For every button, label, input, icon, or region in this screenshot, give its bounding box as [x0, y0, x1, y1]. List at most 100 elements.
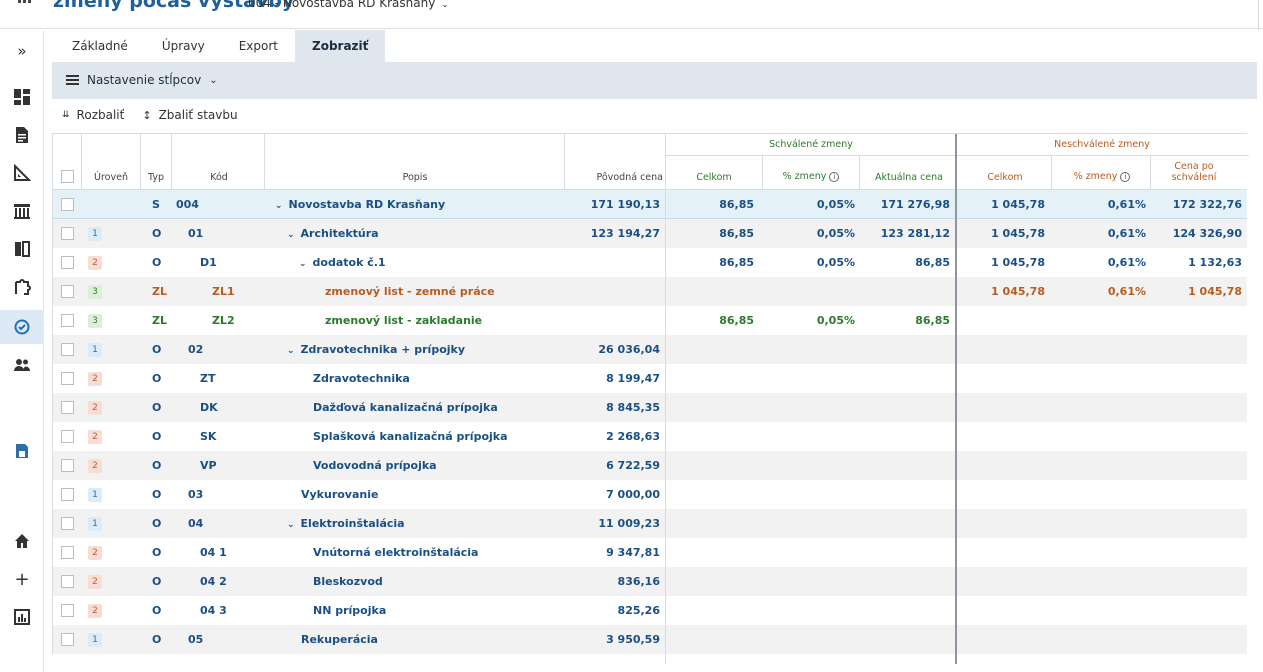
row-description[interactable]: Vnútorná elektroinštalácia — [313, 538, 478, 567]
row-checkbox[interactable] — [61, 256, 74, 269]
row-checkbox[interactable] — [61, 517, 74, 530]
table-row[interactable]: S 004 ⌄ Novostavba RD Krasňany 171 190,13 86,… — [53, 190, 1247, 219]
row-description[interactable]: ⌄ Elektroinštalácia — [287, 509, 405, 538]
table-row[interactable]: 2 O D1 ⌄ dodatok č.1 86,85 0,05% 86,85 1 045,78 0… — [53, 248, 1247, 277]
col-level[interactable]: Úroveň — [94, 172, 128, 183]
row-code: 03 — [188, 488, 204, 501]
row-checkbox[interactable] — [61, 546, 74, 559]
select-all-checkbox[interactable] — [61, 170, 74, 183]
col-unapproved-pct[interactable]: % zmeny i — [1053, 171, 1151, 182]
table-row[interactable]: 1 O 04 ⌄ Elektroinštalácia 11 009,23 — [53, 509, 1247, 538]
row-checkbox[interactable] — [61, 401, 74, 414]
table-row[interactable]: 2 O 04 1 Vnútorná elektroinštalácia 9 347,81 — [53, 538, 1247, 567]
tab-upravy[interactable]: Úpravy — [161, 39, 205, 53]
row-description[interactable]: Bleskozvod — [313, 567, 383, 596]
ribbon-panel: Nastavenie stĺpcov ⌄ — [52, 62, 1257, 99]
row-checkbox[interactable] — [61, 459, 74, 472]
row-description[interactable]: Vodovodná prípojka — [313, 451, 437, 480]
table-row[interactable]: 1 O 01 ⌄ Architektúra 123 194,27 86,85 0,05% 123… — [53, 219, 1247, 248]
chevron-down-icon[interactable]: ⌄ — [287, 520, 295, 530]
row-description[interactable]: Vykurovanie — [301, 480, 378, 509]
report-icon[interactable] — [0, 600, 44, 634]
chevron-down-icon[interactable]: ⌄ — [287, 346, 295, 356]
row-checkbox[interactable] — [61, 575, 74, 588]
tab-zobrazit[interactable]: Zobraziť — [295, 30, 386, 62]
row-checkbox[interactable] — [61, 227, 74, 240]
building-icon[interactable] — [0, 194, 44, 228]
table-body: S 004 ⌄ Novostavba RD Krasňany 171 190,13 86,… — [53, 190, 1247, 654]
building-doc-icon[interactable] — [0, 434, 44, 468]
people-icon[interactable] — [0, 348, 44, 382]
chevron-down-icon[interactable]: ⌄ — [275, 201, 283, 211]
col-type[interactable]: Typ — [148, 172, 164, 183]
row-checkbox[interactable] — [61, 314, 74, 327]
home-icon[interactable] — [0, 524, 44, 558]
row-checkbox[interactable] — [61, 285, 74, 298]
col-divider — [665, 134, 666, 664]
row-description[interactable]: zmenový list - zemné práce — [325, 277, 495, 306]
puzzle-icon[interactable] — [0, 270, 44, 304]
ruler-icon[interactable] — [0, 156, 44, 190]
info-icon[interactable]: i — [829, 172, 840, 182]
tab-export[interactable]: Export — [238, 39, 278, 53]
col-description[interactable]: Popis — [402, 172, 428, 183]
changes-icon[interactable] — [0, 310, 44, 344]
col-unapproved-total[interactable]: Celkom — [987, 172, 1023, 183]
row-description[interactable]: Rekuperácia — [301, 625, 378, 654]
row-type: O — [152, 343, 162, 356]
expand-icon[interactable]: » — [17, 42, 27, 60]
col-code[interactable]: Kód — [210, 172, 228, 183]
plus-icon[interactable]: + — [14, 568, 30, 590]
col-approved-total[interactable]: Celkom — [696, 172, 732, 183]
col-divider — [1150, 156, 1151, 190]
row-checkbox[interactable] — [61, 488, 74, 501]
tab-zakladne[interactable]: Základné — [72, 39, 128, 53]
info-icon[interactable]: i — [1120, 172, 1131, 182]
table-row[interactable]: 2 O DK Dažďová kanalizačná prípojka 8 845,35 — [53, 393, 1247, 422]
table-row[interactable]: 3 ZL ZL1 zmenový list - zemné práce 1 045,78… — [53, 277, 1247, 306]
col-approved-pct[interactable]: % zmeny i — [763, 171, 859, 182]
table-row[interactable]: 1 O 02 ⌄ Zdravotechnika + prípojky 26 036,04 — [53, 335, 1247, 364]
row-checkbox[interactable] — [61, 633, 74, 646]
row-description[interactable]: ⌄ Novostavba RD Krasňany — [275, 190, 445, 219]
apps-grid-icon[interactable] — [18, 0, 32, 8]
row-description-text: dodatok č.1 — [312, 256, 386, 269]
table-row[interactable]: 2 O VP Vodovodná prípojka 6 722,59 — [53, 451, 1247, 480]
row-description[interactable]: Dažďová kanalizačná prípojka — [313, 393, 498, 422]
row-checkbox[interactable] — [61, 430, 74, 443]
table-row[interactable]: 3 ZL ZL2 zmenový list - zakladanie 86,85 0,05… — [53, 306, 1247, 335]
expand-button[interactable]: ⇊ Rozbaliť — [62, 108, 124, 122]
book-icon[interactable] — [0, 232, 44, 266]
row-description[interactable]: Zdravotechnika — [313, 364, 410, 393]
chevron-down-icon[interactable]: ⌄ — [287, 230, 295, 240]
project-selector[interactable]: 004 - Novostavba RD Krasňany ⌄ — [248, 0, 449, 10]
row-price-after — [1151, 364, 1242, 393]
row-description[interactable]: Splašková kanalizačná prípojka — [313, 422, 508, 451]
table-row[interactable]: 1 O 05 Rekuperácia 3 950,59 — [53, 625, 1247, 654]
document-icon[interactable] — [0, 118, 44, 152]
chevron-down-icon[interactable]: ⌄ — [299, 259, 307, 269]
chevron-down-icon: ⌄ — [441, 0, 449, 10]
row-checkbox[interactable] — [61, 343, 74, 356]
row-description[interactable]: NN prípojka — [313, 596, 386, 625]
row-description[interactable]: zmenový list - zakladanie — [325, 306, 482, 335]
table-row[interactable]: 2 O ZT Zdravotechnika 8 199,47 — [53, 364, 1247, 393]
column-settings-button[interactable]: Nastavenie stĺpcov ⌄ — [66, 73, 218, 87]
col-price-after[interactable]: Cena po schválení — [1171, 161, 1217, 183]
dashboard-icon[interactable] — [0, 80, 44, 114]
row-unapproved-pct — [1053, 538, 1146, 567]
col-original-price[interactable]: Pôvodná cena — [596, 172, 663, 183]
table-row[interactable]: 1 O 03 Vykurovanie 7 000,00 — [53, 480, 1247, 509]
table-row[interactable]: 2 O SK Splašková kanalizačná prípojka 2 268,… — [53, 422, 1247, 451]
row-checkbox[interactable] — [61, 372, 74, 385]
row-description[interactable]: ⌄ Architektúra — [287, 219, 379, 248]
row-description[interactable]: ⌄ Zdravotechnika + prípojky — [287, 335, 465, 364]
table-row[interactable]: 2 O 04 2 Bleskozvod 836,16 — [53, 567, 1247, 596]
row-checkbox[interactable] — [61, 198, 74, 211]
row-description[interactable]: ⌄ dodatok č.1 — [299, 248, 386, 277]
expand-label: Rozbaliť — [76, 108, 125, 122]
col-current-price[interactable]: Aktuálna cena — [875, 172, 943, 183]
row-checkbox[interactable] — [61, 604, 74, 617]
collapse-button[interactable]: ↕ Zbaliť stavbu — [142, 108, 237, 122]
table-row[interactable]: 2 O 04 3 NN prípojka 825,26 — [53, 596, 1247, 625]
